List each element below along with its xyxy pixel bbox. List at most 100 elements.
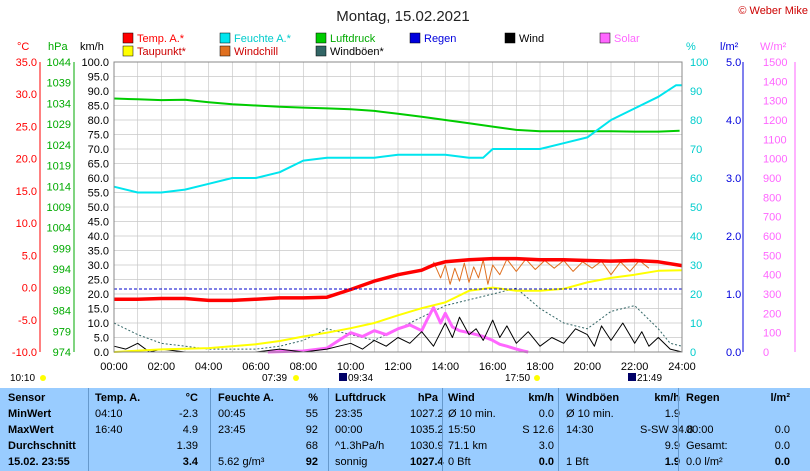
table-cell: 1030.9: [410, 440, 444, 452]
weather-chart: Montag, 15.02.2021 © Weber Mike Temp. A.…: [10, 5, 808, 384]
table-cell: 55: [305, 408, 318, 420]
series-solar: [267, 306, 529, 354]
table-header: Regen: [686, 392, 720, 404]
pressure-tick: 979: [53, 326, 71, 338]
pressure-tick: 1034: [47, 98, 71, 110]
temp-tick: 35.0: [16, 57, 37, 69]
table-divider: [678, 388, 679, 471]
temp-tick: -10.0: [12, 347, 37, 359]
legend-label: Luftdruck: [330, 33, 376, 45]
table-cell: sonnig: [335, 456, 368, 468]
legend-swatch: [315, 32, 327, 44]
legend-swatch: [409, 32, 421, 44]
table-divider: [558, 388, 559, 471]
table-cell: MaxWert: [8, 424, 54, 436]
table-header: Temp. A.: [95, 392, 141, 404]
time-markers: 10:10 07:39 09:34 17:50 21:49: [10, 373, 662, 384]
table-cell: MinWert: [8, 408, 52, 420]
pressure-tick: 994: [53, 264, 71, 276]
pressure-tick: 974: [53, 347, 71, 359]
temp-tick: -5.0: [18, 315, 37, 327]
pressure-tick: 999: [53, 243, 71, 255]
legend-swatch: [219, 45, 231, 57]
humidity-tick: 10: [690, 318, 702, 330]
solar-tick: 1300: [763, 96, 787, 108]
table-cell: ^1.3hPa/h: [335, 440, 385, 452]
series-windben: [113, 287, 683, 350]
table-cell: 15.02. 23:55: [8, 456, 70, 468]
table-cell: 0.0: [538, 408, 554, 420]
temp-tick: 0.0: [22, 283, 37, 295]
table-header: Sensor: [8, 392, 46, 404]
temp-tick: 25.0: [16, 121, 37, 133]
legend-swatch: [122, 32, 134, 44]
humidity-tick: 0: [690, 347, 696, 359]
table-cell: 0.0: [538, 456, 554, 468]
legend-swatch: [315, 45, 327, 57]
moonrise-icon: [628, 373, 636, 381]
legend-swatch: [219, 32, 231, 44]
legend-label: Temp. A.*: [137, 33, 185, 45]
table-header: km/h: [528, 392, 554, 404]
legend-label: Taupunkt*: [137, 46, 187, 58]
table-cell: 0.0: [774, 440, 790, 452]
pressure-tick: 1014: [47, 181, 71, 193]
humidity-tick: 100: [690, 57, 708, 69]
table-cell: Ø 10 min.: [566, 408, 614, 420]
table-cell: 1027.4: [410, 456, 444, 468]
solar-tick: 1500: [763, 57, 787, 69]
wind-unit-label: km/h: [80, 41, 104, 53]
table-header: km/h: [654, 392, 680, 404]
x-tick: 10:00: [337, 361, 365, 373]
table-header: hPa: [417, 392, 438, 404]
x-tick: 24:00: [668, 361, 696, 373]
table-cell: 1 Bft: [566, 456, 589, 468]
left-time-label: 10:10: [10, 373, 35, 384]
wind-tick: 20.0: [88, 289, 109, 301]
x-tick: 00:00: [100, 361, 128, 373]
wind-tick: 0.0: [94, 347, 109, 359]
table-cell: 3.0: [538, 440, 554, 452]
table-cell: 92: [305, 424, 318, 436]
wind-tick: 55.0: [88, 188, 109, 200]
x-tick: 18:00: [526, 361, 554, 373]
table-cell: 68: [305, 440, 318, 452]
sunset-icon: [534, 375, 540, 381]
rain-tick: 5.0: [726, 57, 741, 69]
table-header: Luftdruck: [335, 392, 386, 404]
pressure-tick: 1019: [47, 161, 71, 173]
humidity-tick: 40: [690, 231, 702, 243]
table-cell: 23:45: [218, 424, 246, 436]
rain-unit-label: l/m²: [720, 41, 739, 53]
table-divider: [210, 388, 211, 471]
table-cell: 1027.2: [410, 408, 444, 420]
table-cell: Gesamt:: [686, 440, 728, 452]
x-tick: 02:00: [148, 361, 176, 373]
table-cell: S 12.6: [522, 424, 554, 436]
solar-tick: 500: [763, 250, 781, 262]
wind-tick: 10.0: [88, 318, 109, 330]
pressure-tick: 1029: [47, 119, 71, 131]
pressure-tick: 989: [53, 285, 71, 297]
x-tick: 12:00: [384, 361, 412, 373]
wind-tick: 40.0: [88, 231, 109, 243]
x-tick: 20:00: [574, 361, 602, 373]
table-cell: 15:50: [448, 424, 476, 436]
table-cell: 16:40: [95, 424, 123, 436]
temp-tick: 10.0: [16, 218, 37, 230]
table-divider: [88, 388, 89, 471]
humidity-tick: 70: [690, 144, 702, 156]
solar-tick: 1200: [763, 115, 787, 127]
table-cell: 00:00: [335, 424, 363, 436]
wind-tick: 100.0: [81, 57, 109, 69]
x-tick: 06:00: [242, 361, 270, 373]
series-luftdruck: [113, 97, 680, 133]
moonset-icon: [339, 373, 347, 381]
solar-tick: 300: [763, 289, 781, 301]
solar-tick: 600: [763, 231, 781, 243]
table-cell: 92: [305, 456, 318, 468]
table-cell: Ø 10 min.: [448, 408, 496, 420]
sunset-label: 17:50: [505, 373, 530, 384]
pressure-unit-label: hPa: [48, 41, 68, 53]
table-cell: 0.0 l/m²: [686, 456, 723, 468]
